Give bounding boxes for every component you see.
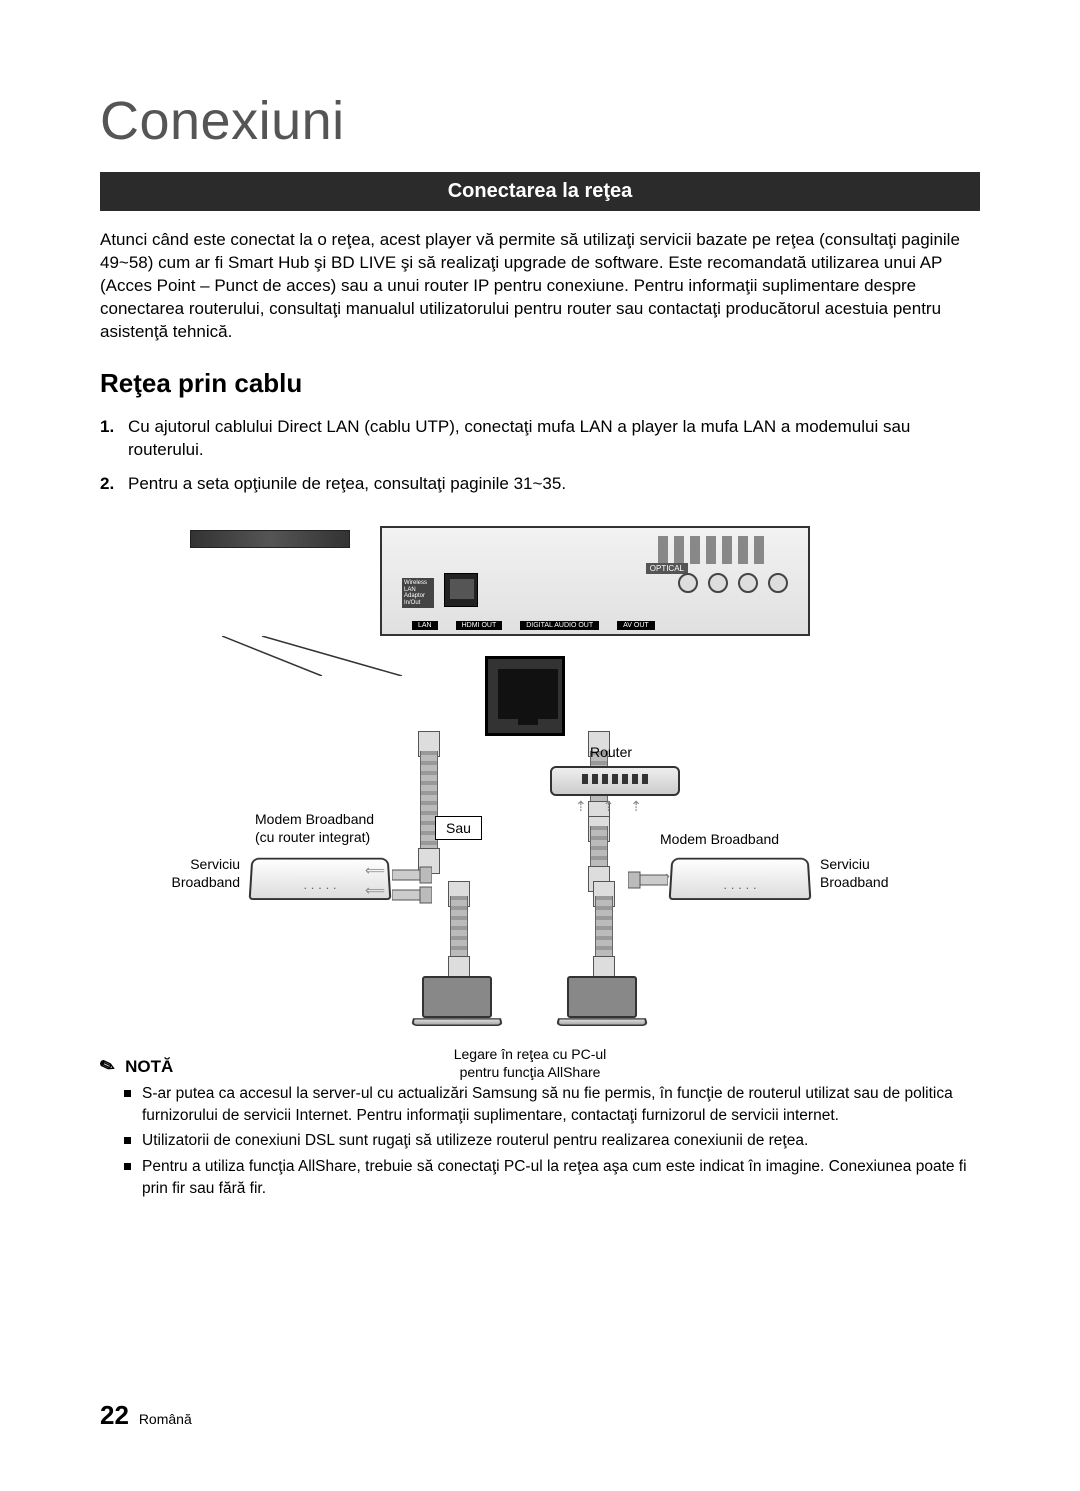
router-label: Router: [590, 744, 632, 762]
service-left-label: Serviciu Broadband: [160, 856, 240, 891]
port-label-hdmi: HDMI OUT: [456, 621, 503, 630]
lan-hint-label: Wireless LAN Adaptor In/Out: [402, 578, 434, 608]
lan-port-icon: [444, 573, 478, 607]
note-item: Pentru a utiliza funcţia AllShare, trebu…: [142, 1156, 980, 1199]
lan-port-zoom-icon: [485, 656, 565, 736]
step-number: 1.: [100, 415, 114, 439]
note-item: S-ar putea ca accesul la server-ul cu ac…: [142, 1083, 980, 1126]
player-back-panel: Wireless LAN Adaptor In/Out OPTICAL LAN …: [380, 526, 810, 636]
router-icon: [550, 766, 680, 796]
cable-connector-icon: [392, 886, 432, 904]
router-arrows-icon: ⇡ ⇡ ⇡: [575, 798, 648, 815]
port-label-lan: LAN: [412, 621, 438, 630]
chapter-title: Conexiuni: [100, 90, 980, 152]
ethernet-cable-icon: [450, 896, 468, 956]
modem-icon: [669, 858, 812, 900]
subheading-cable-network: Reţea prin cablu: [100, 368, 980, 399]
laptop-icon: [557, 976, 647, 1036]
network-diagram: Wireless LAN Adaptor In/Out OPTICAL LAN …: [100, 516, 980, 1036]
player-top-strip: [190, 530, 350, 548]
vent-slots: [658, 536, 768, 564]
ethernet-cable-icon: [590, 826, 608, 866]
note-list: S-ar putea ca accesul la server-ul cu ac…: [100, 1083, 980, 1199]
arrow-icon: ⟸: [365, 882, 385, 899]
section-heading-bar: Conectarea la reţea: [100, 172, 980, 211]
step-item: 2. Pentru a seta opţiunile de reţea, con…: [100, 472, 980, 496]
port-label-av: AV OUT: [617, 621, 655, 630]
steps-list: 1. Cu ajutorul cablului Direct LAN (cabl…: [100, 415, 980, 496]
arrow-icon: ⟸: [365, 862, 385, 879]
step-text: Cu ajutorul cablului Direct LAN (cablu U…: [128, 417, 910, 460]
service-right-label: Serviciu Broadband: [820, 856, 889, 891]
page-footer: 22 Română: [100, 1400, 192, 1431]
step-text: Pentru a seta opţiunile de reţea, consul…: [128, 474, 566, 493]
modem-left-label: Modem Broadband (cu router integrat): [255, 811, 374, 846]
page-number: 22: [100, 1400, 129, 1430]
port-labels-row: LAN HDMI OUT DIGITAL AUDIO OUT AV OUT: [412, 621, 788, 630]
or-label-box: Sau: [435, 816, 482, 840]
port-label-digaudio: DIGITAL AUDIO OUT: [520, 621, 599, 630]
av-jacks: [678, 573, 788, 593]
page-language: Română: [139, 1411, 192, 1427]
allshare-caption: Legare în reţea cu PC-ul pentru funcţia …: [420, 1046, 640, 1081]
note-item: Utilizatorii de conexiuni DSL sunt rugaţ…: [142, 1130, 980, 1152]
cable-connector-icon: [628, 871, 668, 889]
laptop-icon: [412, 976, 502, 1036]
ethernet-cable-icon: [595, 896, 613, 956]
intro-paragraph: Atunci când este conectat la o reţea, ac…: [100, 229, 980, 344]
modem-right-label: Modem Broadband: [660, 831, 779, 849]
step-number: 2.: [100, 472, 114, 496]
step-item: 1. Cu ajutorul cablului Direct LAN (cabl…: [100, 415, 980, 463]
cable-connector-icon: [392, 866, 432, 884]
